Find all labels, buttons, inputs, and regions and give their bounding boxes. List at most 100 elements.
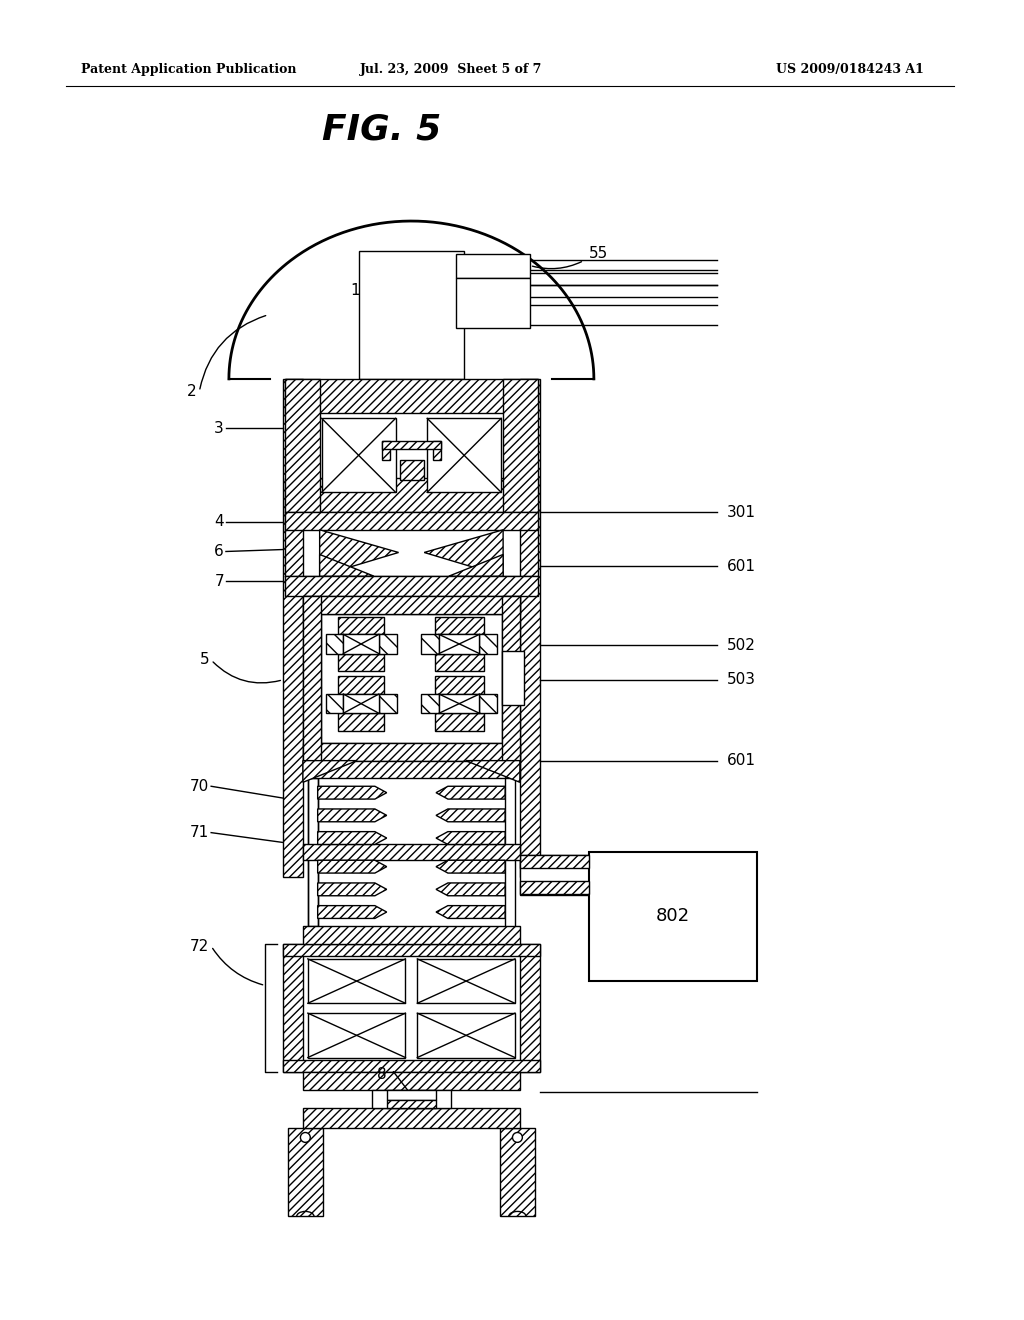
Bar	[343, 635, 379, 653]
Text: 1: 1	[350, 282, 360, 297]
Bar	[303, 595, 321, 760]
FancyArrowPatch shape	[213, 663, 281, 682]
Bar	[284, 944, 303, 1072]
Polygon shape	[436, 883, 505, 896]
Text: 8: 8	[377, 1067, 387, 1082]
Bar	[500, 1127, 535, 1216]
Bar	[338, 676, 384, 694]
Bar	[285, 512, 538, 529]
Bar	[520, 880, 589, 894]
Bar	[520, 855, 589, 869]
Bar	[503, 379, 538, 512]
Polygon shape	[317, 787, 387, 799]
Bar	[359, 251, 464, 379]
Bar	[372, 1090, 451, 1107]
Bar	[285, 478, 538, 512]
Bar	[321, 614, 502, 743]
Bar	[399, 459, 424, 479]
Bar	[427, 418, 501, 492]
Bar	[326, 635, 343, 653]
Bar	[433, 441, 441, 459]
FancyArrowPatch shape	[200, 315, 265, 389]
Bar	[434, 676, 484, 694]
Polygon shape	[319, 554, 374, 576]
Bar	[421, 635, 439, 653]
Bar	[303, 845, 520, 861]
Bar	[418, 958, 515, 1003]
Bar	[338, 713, 384, 731]
Bar	[502, 651, 524, 705]
Text: Patent Application Publication: Patent Application Publication	[81, 63, 296, 77]
Bar	[338, 616, 384, 635]
Text: 601: 601	[727, 754, 756, 768]
Polygon shape	[317, 861, 387, 873]
Bar	[285, 379, 319, 512]
Bar	[303, 760, 520, 779]
Polygon shape	[436, 906, 505, 919]
Text: 2: 2	[186, 384, 197, 399]
Bar	[379, 635, 396, 653]
Polygon shape	[317, 906, 387, 919]
Bar	[434, 616, 484, 635]
Text: US 2009/0184243 A1: US 2009/0184243 A1	[776, 63, 925, 77]
Bar	[398, 529, 424, 576]
Bar	[285, 379, 538, 413]
Bar	[418, 1014, 515, 1057]
Bar	[284, 944, 540, 956]
Polygon shape	[436, 787, 505, 799]
Text: 503: 503	[727, 672, 756, 688]
Bar	[479, 635, 498, 653]
Bar	[589, 853, 757, 981]
Bar	[308, 1014, 406, 1057]
FancyArrowPatch shape	[213, 948, 263, 985]
Bar	[520, 379, 540, 876]
Bar	[434, 713, 484, 731]
Text: 301: 301	[727, 504, 756, 520]
FancyArrowPatch shape	[532, 261, 582, 269]
Text: 4: 4	[214, 515, 224, 529]
Polygon shape	[424, 529, 503, 576]
Polygon shape	[317, 832, 387, 845]
Polygon shape	[319, 529, 398, 576]
Bar	[382, 441, 390, 459]
Bar	[456, 279, 529, 327]
Text: 71: 71	[189, 825, 209, 840]
Circle shape	[512, 1133, 522, 1142]
Bar	[379, 694, 396, 713]
Bar	[439, 694, 479, 713]
Bar	[322, 418, 395, 492]
Text: 72: 72	[189, 939, 209, 953]
Text: 601: 601	[727, 558, 756, 574]
Polygon shape	[449, 554, 503, 576]
Polygon shape	[317, 883, 387, 896]
Text: 5: 5	[200, 652, 209, 668]
Bar	[387, 1100, 436, 1107]
Text: 70: 70	[189, 779, 209, 793]
Circle shape	[300, 1133, 310, 1142]
Bar	[284, 1060, 540, 1072]
Bar	[284, 379, 303, 876]
Bar	[303, 595, 520, 614]
Bar	[456, 253, 529, 279]
Bar	[303, 1072, 520, 1090]
Bar	[479, 694, 498, 713]
Text: 502: 502	[727, 638, 756, 652]
Bar	[520, 855, 589, 895]
Bar	[303, 927, 520, 944]
Polygon shape	[303, 760, 357, 783]
Polygon shape	[317, 809, 387, 822]
Bar	[343, 694, 379, 713]
Bar	[308, 958, 406, 1003]
Bar	[382, 441, 441, 449]
Bar	[326, 694, 343, 713]
Polygon shape	[466, 760, 520, 783]
Bar	[288, 1127, 323, 1216]
Bar	[520, 944, 540, 1072]
Text: Jul. 23, 2009  Sheet 5 of 7: Jul. 23, 2009 Sheet 5 of 7	[359, 63, 542, 77]
Text: 55: 55	[589, 246, 608, 261]
Bar	[303, 1107, 520, 1127]
Bar	[285, 576, 538, 595]
Bar	[308, 779, 317, 927]
Polygon shape	[436, 861, 505, 873]
Bar	[439, 635, 479, 653]
